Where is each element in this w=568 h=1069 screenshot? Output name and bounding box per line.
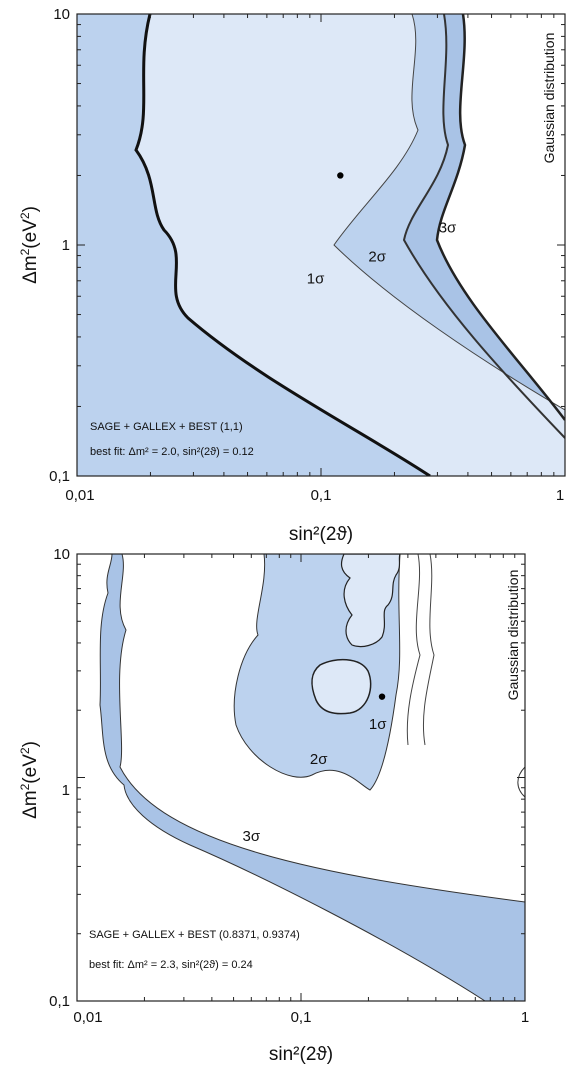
x-tick-2: 1 [521,1009,529,1026]
x-tick-2: 1 [556,487,564,504]
contour-label-2: 3σ [243,828,261,845]
left-boundary-contour-line [134,14,431,476]
contour-label-1: 2σ [310,751,328,768]
y-axis-label: Δm2(eV2) [18,206,41,284]
contour-label-0: 1σ [369,716,387,733]
right-edge-fragment [517,766,525,798]
sigma2-outer-line [406,554,421,746]
x-axis-label: sin²(2ϑ) [289,524,353,545]
sigma2-contour-line [402,14,565,439]
best-fit-point [337,172,344,179]
sigma1-region [311,658,372,715]
tick-marks [76,554,525,1002]
sigma1-contour-line [333,14,565,411]
y-tick-0: 0,1 [49,993,70,1010]
annotation-line-1: SAGE + GALLEX + BEST (1,1) [90,421,243,433]
sigma3-region [99,554,525,1001]
y-tick-2: 10 [53,546,70,563]
annotation-line-2: best fit: Δm² = 2.3, sin²(2ϑ) = 0.24 [89,959,253,971]
y-tick-1: 1 [62,782,70,799]
sigma1-region-upper [340,554,401,648]
top-contour-chart: 0,01 0,1 1 0,1 1 10 sin²(2ϑ) Δm2(eV2) Ga… [18,6,566,545]
x-tick-1: 0,1 [311,487,332,504]
sigma1-region [136,14,565,476]
bottom-contour-chart: 0,01 0,1 1 0,1 1 10 sin²(2ϑ) Δm2(eV2) Ga… [18,546,529,1065]
x-axis-label: sin²(2ϑ) [269,1044,333,1065]
contour-labels: 1σ 2σ 3σ [307,220,457,288]
contour-label-2: 3σ [439,220,457,237]
x-tick-1: 0,1 [291,1009,312,1026]
side-label: Gaussian distribution [541,33,557,164]
y-tick-2: 10 [53,6,70,23]
best-fit-layer [337,172,344,179]
contour-label-1: 2σ [368,248,386,265]
annotation-line-2: best fit: Δm² = 2.0, sin²(2ϑ) = 0.12 [90,446,254,458]
x-tick-0: 0,01 [65,487,94,504]
best-fit-point [378,693,386,700]
side-label: Gaussian distribution [505,570,521,701]
y-tick-0: 0,1 [49,468,70,485]
tick-marks [76,14,565,477]
sigma3-outer-line [422,554,435,746]
contour-labels: 1σ 2σ 3σ [243,716,388,845]
annotation-line-1: SAGE + GALLEX + BEST (0.8371, 0.9374) [89,929,300,941]
y-axis-label: Δm2(eV2) [18,741,41,819]
best-fit-layer [378,693,386,700]
y-tick-1: 1 [62,237,70,254]
contour-label-0: 1σ [307,271,325,288]
sigma3-contour-line [435,14,565,421]
x-tick-0: 0,01 [73,1009,102,1026]
